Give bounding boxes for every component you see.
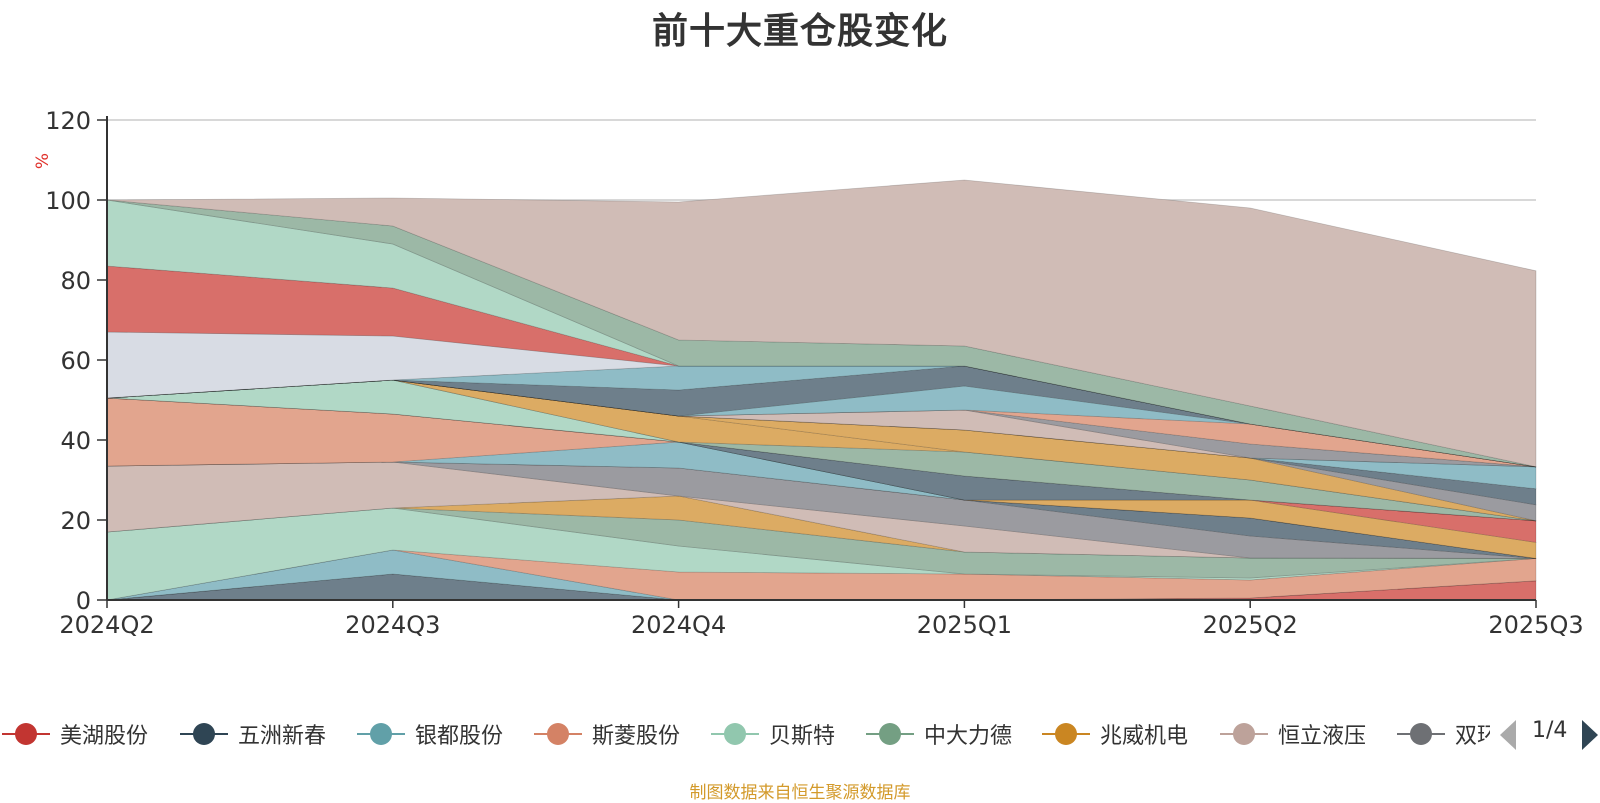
- area-series-34[interactable]: [106, 179, 1537, 468]
- legend-marker-icon: [1220, 723, 1268, 745]
- legend-item[interactable]: 兆威机电: [1040, 712, 1188, 756]
- legend-label: 美湖股份: [60, 724, 149, 749]
- legend-item[interactable]: 银都股份: [355, 712, 503, 756]
- x-tick-label: 2024Q3: [345, 611, 440, 639]
- legend-item[interactable]: 斯菱股份: [532, 712, 680, 756]
- legend-pager: 1/4: [1498, 716, 1600, 756]
- y-tick-label: 100: [45, 187, 91, 215]
- legend-marker-icon: [534, 723, 582, 745]
- area-series-4[interactable]: [106, 507, 1537, 601]
- legend-marker-icon: [180, 723, 228, 745]
- legend-next-icon[interactable]: [1582, 720, 1598, 750]
- stacked-areas: [106, 179, 1537, 601]
- legend-label: 贝斯特: [769, 724, 836, 749]
- legend-item[interactable]: 美湖股份: [0, 712, 148, 756]
- legend-label: 恒立液压: [1278, 724, 1367, 749]
- y-axis-label: %: [33, 153, 53, 169]
- legend-marker-icon: [1042, 723, 1090, 745]
- x-tick-label: 2024Q2: [59, 611, 154, 639]
- x-tick-label: 2024Q4: [631, 611, 726, 639]
- legend-marker-icon: [1397, 723, 1445, 745]
- axes: 0 20 40 60 80 100 120 2024Q2 2024Q3 2024Q4 2025Q1 2…: [45, 107, 1583, 639]
- source-note: 制图数据来自恒生聚源数据库: [689, 783, 911, 803]
- legend-label: 银都股份: [415, 724, 504, 749]
- area-series-13[interactable]: [106, 397, 1537, 559]
- x-tick-label: 2025Q3: [1488, 611, 1583, 639]
- legend-page-indicator: 1/4: [1532, 718, 1568, 743]
- legend-marker-icon: [711, 723, 759, 745]
- legend-item[interactable]: 恒立液压: [1218, 712, 1366, 756]
- legend-item[interactable]: 五洲新春: [178, 712, 326, 756]
- y-tick-label: 80: [60, 267, 91, 295]
- x-tick-label: 2025Q1: [917, 611, 1012, 639]
- legend-label: 斯菱股份: [592, 724, 681, 749]
- legend-prev-icon[interactable]: [1500, 720, 1516, 750]
- legend-marker-icon: [866, 723, 914, 745]
- legend-item[interactable]: 贝斯特: [709, 712, 835, 756]
- legend-label: 五洲新春: [238, 724, 327, 749]
- y-tick-label: 60: [60, 347, 91, 375]
- legend-item[interactable]: 中大力德: [864, 712, 1012, 756]
- y-tick-label: 0: [76, 587, 91, 615]
- legend: 美湖股份 五洲新春 银都股份 斯菱股份 贝斯特 中大力德 兆威机电 恒立液压 双环传动: [0, 712, 1490, 756]
- area-series-14[interactable]: [106, 397, 1537, 543]
- x-tick-label: 2025Q2: [1203, 611, 1298, 639]
- chart-title: 前十大重仓股变化: [651, 11, 948, 52]
- y-tick-label: 20: [60, 507, 91, 535]
- legend-label: 兆威机电: [1100, 724, 1189, 749]
- legend-item[interactable]: 双环传动: [1395, 712, 1490, 756]
- legend-label: 双环传动: [1455, 724, 1490, 749]
- legend-marker-icon: [2, 723, 50, 745]
- legend-label: 中大力德: [924, 724, 1013, 749]
- y-tick-label: 40: [60, 427, 91, 455]
- legend-marker-icon: [357, 723, 405, 745]
- y-tick-label: 120: [45, 107, 91, 135]
